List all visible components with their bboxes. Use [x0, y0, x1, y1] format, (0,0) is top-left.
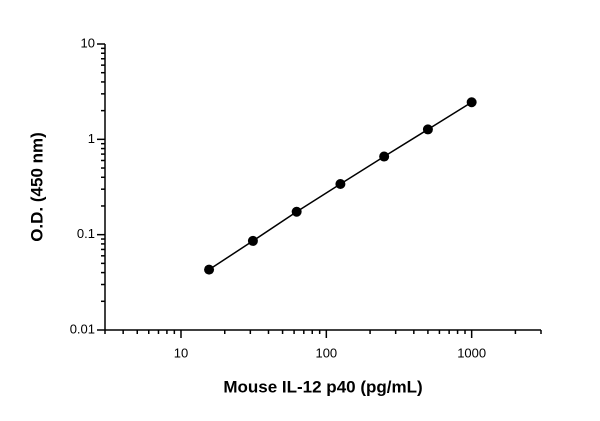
- data-point: [466, 97, 477, 108]
- y-axis-title: O.D. (450 nm): [27, 132, 46, 242]
- y-tick-label: 0.01: [70, 321, 95, 336]
- data-point: [247, 235, 258, 246]
- y-tick-label: 1: [88, 131, 95, 146]
- x-tick-label: 10: [174, 345, 188, 360]
- data-point: [379, 151, 390, 162]
- data-point: [422, 124, 433, 135]
- data-point: [335, 178, 346, 189]
- y-tick-label: 0.1: [77, 226, 95, 241]
- y-tick-label: 10: [81, 35, 95, 50]
- x-tick-label: 100: [315, 345, 337, 360]
- data-point: [291, 206, 302, 217]
- x-axis-title: Mouse IL-12 p40 (pg/mL): [223, 377, 422, 396]
- data-point: [204, 264, 215, 275]
- x-tick-label: 1000: [457, 345, 486, 360]
